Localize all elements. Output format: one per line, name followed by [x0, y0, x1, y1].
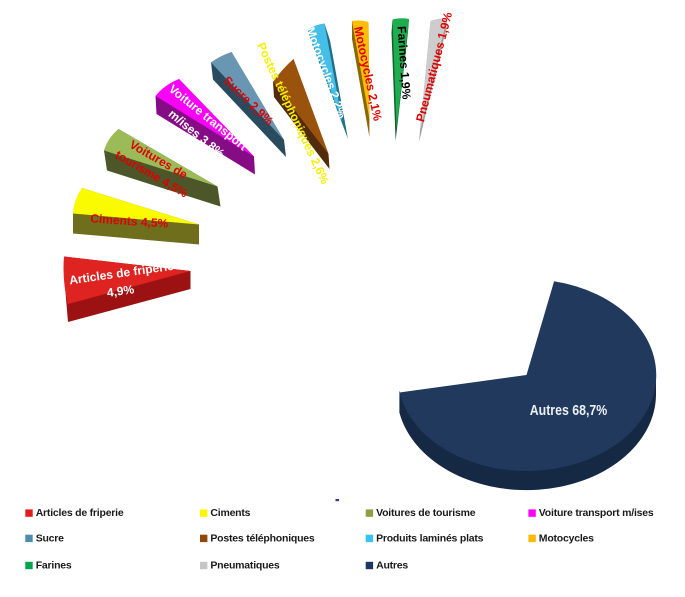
svg-text:Produits laminés plats: Produits laminés plats — [376, 532, 484, 544]
svg-text:Motocycles: Motocycles — [539, 532, 594, 544]
svg-text:4,9%: 4,9% — [106, 282, 135, 300]
svg-text:Articles de friperie: Articles de friperie — [36, 507, 124, 519]
svg-text:Ciments 4,5%: Ciments 4,5% — [90, 211, 169, 230]
svg-text:Postes téléphoniques: Postes téléphoniques — [210, 532, 315, 544]
svg-text:Autres: Autres — [376, 559, 408, 571]
svg-text:Voiture transport m/ises: Voiture transport m/ises — [539, 507, 654, 519]
svg-text:Autres 68,7%: Autres 68,7% — [530, 403, 608, 419]
svg-text:Voitures de tourisme: Voitures de tourisme — [376, 507, 476, 519]
svg-text:Ciments: Ciments — [210, 507, 250, 519]
svg-text:Farines: Farines — [36, 559, 72, 571]
svg-text:Sucre: Sucre — [36, 532, 64, 544]
svg-text:Pneumatiques: Pneumatiques — [210, 559, 280, 571]
svg-text:Farines 1,9%: Farines 1,9% — [394, 26, 413, 100]
